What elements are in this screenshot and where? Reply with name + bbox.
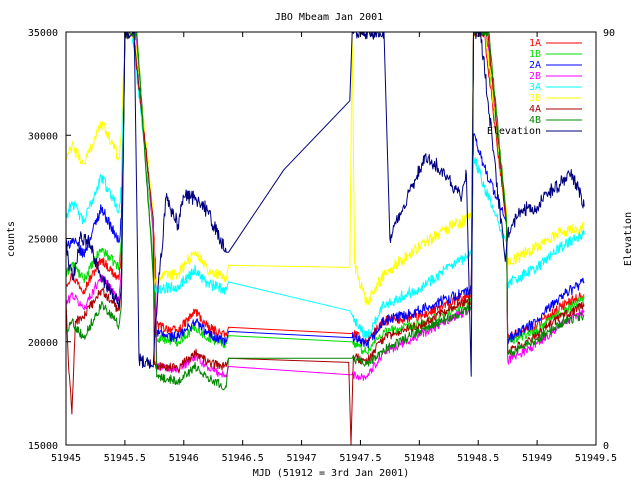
series-line-elevation xyxy=(65,31,585,377)
legend-label: 4B xyxy=(529,115,541,126)
x-tick-label: 51949 xyxy=(522,453,552,464)
x-axis-ticks: 51945 51945.5 51946 51946.5 51947 51947.5 5194… xyxy=(51,32,617,464)
x-tick-label: 51945.5 xyxy=(104,453,146,464)
legend-label: 3B xyxy=(529,93,541,104)
legend-label: 4A xyxy=(529,104,541,115)
x-tick-label: 51946.5 xyxy=(222,453,264,464)
x-tick-label: 51947 xyxy=(287,453,317,464)
y-axis-label: counts xyxy=(6,221,17,257)
legend-label: 1B xyxy=(529,49,541,60)
legend-label: 1A xyxy=(529,38,541,49)
x-tick-label: 51949.5 xyxy=(575,453,617,464)
legend-label: 2B xyxy=(529,71,541,82)
x-axis-label: MJD (51912 = 3rd Jan 2001) xyxy=(253,468,410,479)
series-layer xyxy=(65,31,585,446)
y-tick-label: 25000 xyxy=(28,235,58,246)
x-tick-label: 51946 xyxy=(169,453,199,464)
legend-label: Elevation xyxy=(487,126,541,137)
series-line-4b xyxy=(65,31,585,391)
x-tick-label: 51948 xyxy=(404,453,434,464)
y2-tick-label: 0 xyxy=(603,441,609,452)
chart-title: JBO Mbeam Jan 2001 xyxy=(275,12,383,23)
series-line-2a xyxy=(65,31,585,349)
x-tick-label: 51948.5 xyxy=(457,453,499,464)
legend-label: 2A xyxy=(529,60,541,71)
y-tick-label: 30000 xyxy=(28,131,58,142)
y2-tick-label: 90 xyxy=(603,28,615,39)
y-tick-label: 35000 xyxy=(28,28,58,39)
series-line-3b xyxy=(65,31,585,306)
y-tick-label: 20000 xyxy=(28,338,58,349)
y2-axis-label: Elevation xyxy=(623,212,634,266)
legend-label: 3A xyxy=(529,82,541,93)
y2-axis-ticks: 0 90 xyxy=(591,28,615,452)
x-tick-label: 51947.5 xyxy=(339,453,381,464)
y-axis-ticks: 15000 20000 25000 30000 35000 xyxy=(28,28,71,452)
y-tick-label: 15000 xyxy=(28,441,58,452)
x-tick-label: 51945 xyxy=(51,453,81,464)
